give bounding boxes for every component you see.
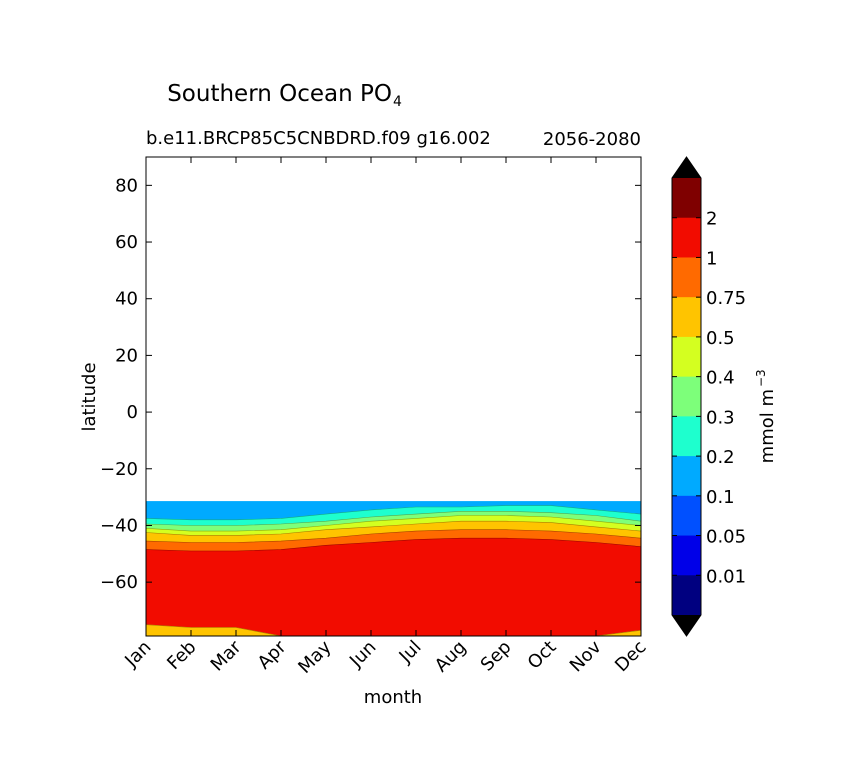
colorbar-tick-label: 0.3 [706,407,735,428]
x-tick-label: Jul [395,637,426,668]
contour-line-2 [145,515,642,532]
contour-line-1 [145,510,642,526]
colorbar-segment [672,416,701,457]
colorbar-segment [672,257,701,298]
contour-line-5 [145,537,642,552]
colorbar-segment [672,336,701,378]
y-tick-label: 20 [115,345,138,366]
contour-line-4 [145,529,642,543]
x-tick-label: May [294,636,335,677]
colorbar-label: mmol m −3 [754,369,778,463]
contour-bands [145,501,642,637]
contour-line-0 [145,505,642,521]
x-tick-label: Dec [611,637,650,676]
colorbar-tick-label: 0.1 [706,487,735,508]
x-tick-label: Sep [477,637,516,676]
colorbar-tick-label: 0.01 [706,566,746,587]
colorbar-extend-max [672,157,701,178]
colorbar-segment [672,217,701,258]
colorbar-tick-label: 0.75 [706,288,746,309]
colorbar-segment [672,456,701,497]
colorbar-tick-label: 0.2 [706,447,735,468]
y-tick-label: −60 [100,572,138,593]
contour-plot-area: 80 60 40 20 0 −20 −40 −60 Jan Feb Mar Apr May Jun Jul… [100,156,651,678]
colorbar-label-exponent: −3 [754,369,768,387]
y-tick-label: −20 [100,459,138,480]
contour-line-3 [145,520,642,536]
chart-title: Southern Ocean PO [167,81,392,107]
colorbar-segment [672,495,701,537]
x-tick-label: Jan [120,637,155,672]
chart-title-subscript: 4 [393,94,402,110]
x-tick-label: Nov [566,636,606,676]
y-axis-label: latitude [79,362,100,431]
chart-subtitle-right: 2056-2080 [543,129,641,150]
colorbar-segment [672,178,701,219]
y-tick-label: 80 [115,175,138,196]
y-tick-label: 40 [115,289,138,310]
colorbar-outline [671,156,702,637]
contour-lines [145,505,642,637]
y-tick-label: −40 [100,515,138,536]
colorbar-tick-label: 1 [706,248,717,269]
contour-band-6 [145,537,642,637]
colorbar-tick-label: 2 [706,209,717,230]
x-tick-label: Aug [431,637,471,677]
y-tick-label: 60 [115,232,138,253]
x-axis-label: month [364,687,422,708]
colorbar: 2 1 0.75 0.5 0.4 0.3 0.2 0.1 0.05 0.01 [671,156,746,637]
plot-frame [145,156,642,637]
colorbar-tick-label: 0.05 [706,527,746,548]
x-tick-label: Jun [345,637,380,672]
y-axis: 80 60 40 20 0 −20 −40 −60 [100,175,641,593]
x-tick-label: Mar [207,636,246,675]
colorbar-segment [672,575,701,616]
y-tick-label: 0 [127,402,138,423]
colorbar-segment [672,535,701,576]
chart-subtitle-left: b.e11.BRCP85C5CNBDRD.f09 g16.002 [146,128,491,149]
colorbar-label-text: mmol m [757,389,778,463]
x-tick-label: Feb [163,637,200,674]
colorbar-extend-min [672,615,701,636]
colorbar-tick-label: 0.5 [706,328,735,349]
colorbar-tick-label: 0.4 [706,368,735,389]
colorbar-segment [672,297,701,338]
x-tick-label: Oct [524,637,561,674]
x-tick-label: Apr [254,636,291,673]
colorbar-segment [672,376,701,417]
